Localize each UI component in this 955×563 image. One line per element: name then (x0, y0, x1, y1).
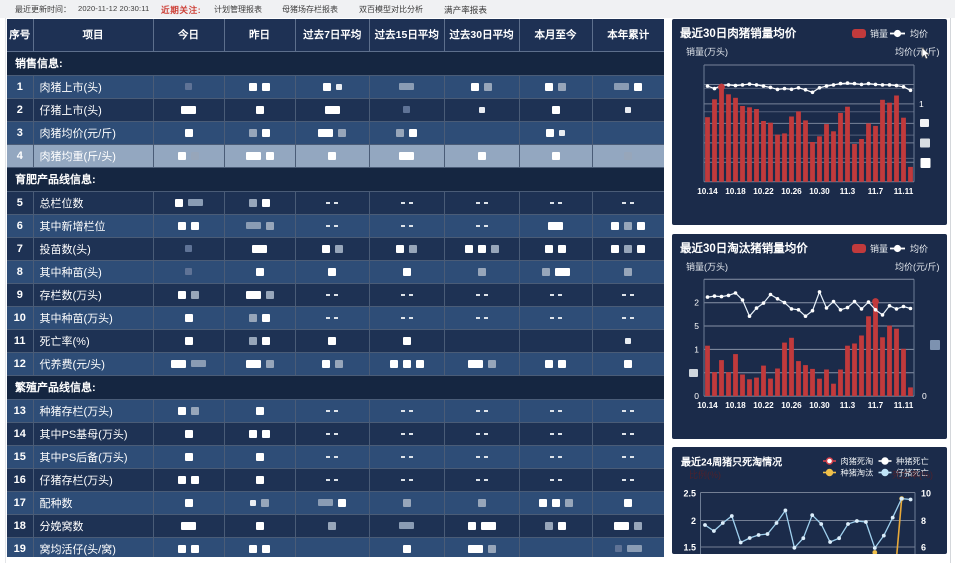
svg-text:1: 1 (919, 99, 924, 109)
svg-text:2.5: 2.5 (683, 489, 696, 499)
svg-text:销量(万头): 销量(万头) (686, 46, 728, 57)
svg-text:11.11: 11.11 (894, 187, 914, 196)
svg-text:10.26: 10.26 (781, 187, 802, 196)
svg-text:最近24周猪只死淘情况: 最近24周猪只死淘情况 (681, 456, 782, 469)
svg-text:11.11: 11.11 (894, 401, 914, 410)
svg-text:1: 1 (694, 345, 699, 355)
svg-text:均价(元/斤): 均价(元/斤) (895, 46, 940, 57)
svg-text:均价(元/斤): 均价(元/斤) (895, 261, 940, 272)
svg-text:销量: 销量 (870, 243, 888, 254)
svg-text:5: 5 (694, 321, 699, 331)
svg-text:均价: 均价 (910, 28, 928, 39)
svg-text:11.7: 11.7 (868, 187, 884, 196)
svg-text:0: 0 (694, 391, 699, 401)
svg-text:仔猪死亡: 仔猪死亡 (896, 468, 929, 478)
svg-text:0: 0 (922, 391, 927, 401)
svg-text:10.14: 10.14 (697, 187, 718, 196)
svg-text:肉猪死淘: 肉猪死淘 (841, 456, 874, 466)
svg-text:均价: 均价 (910, 243, 928, 254)
svg-text:最近30日肉猪销量均价: 最近30日肉猪销量均价 (680, 26, 797, 40)
svg-text:2: 2 (691, 516, 696, 526)
svg-text:销量: 销量 (870, 28, 888, 39)
svg-text:10.30: 10.30 (809, 187, 830, 196)
svg-text:10.30: 10.30 (809, 401, 830, 410)
svg-text:2: 2 (694, 298, 699, 308)
svg-text:10.22: 10.22 (753, 401, 774, 410)
svg-text:比例(%): 比例(%) (689, 469, 721, 480)
svg-text:11.3: 11.3 (840, 401, 856, 410)
svg-text:8: 8 (921, 516, 926, 526)
svg-text:10.18: 10.18 (725, 401, 746, 410)
svg-text:10.14: 10.14 (697, 401, 718, 410)
svg-text:11.3: 11.3 (840, 187, 856, 196)
svg-text:6: 6 (921, 543, 926, 553)
svg-text:10.26: 10.26 (781, 401, 802, 410)
svg-text:死亡率(%): 死亡率(%) (892, 469, 933, 480)
svg-text:10.18: 10.18 (725, 187, 746, 196)
svg-text:种猪死亡: 种猪死亡 (896, 456, 929, 466)
svg-text:最近30日淘汰猪销量均价: 最近30日淘汰猪销量均价 (680, 241, 808, 255)
svg-text:销量(万头): 销量(万头) (686, 261, 728, 272)
svg-text:种猪淘汰: 种猪淘汰 (841, 468, 874, 478)
svg-text:10: 10 (921, 489, 931, 499)
svg-text:10.22: 10.22 (753, 187, 774, 196)
svg-text:11.7: 11.7 (868, 401, 884, 410)
svg-text:1.5: 1.5 (683, 543, 696, 553)
